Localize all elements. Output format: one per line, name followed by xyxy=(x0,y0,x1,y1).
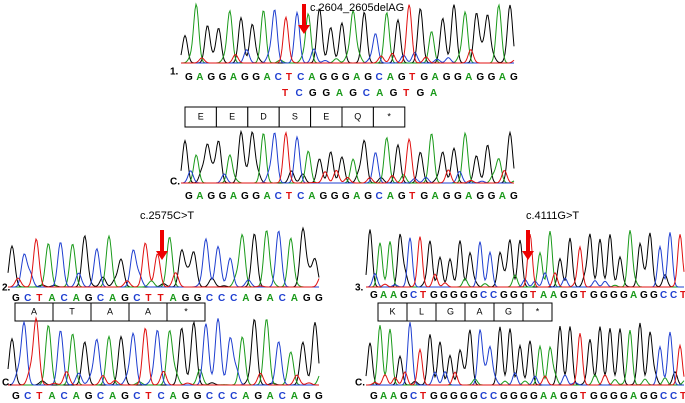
trace xyxy=(181,4,515,64)
amino-acid: A xyxy=(31,306,37,316)
trace xyxy=(8,237,320,288)
mutation-label: c.2604_2605delAG xyxy=(310,2,404,14)
trace xyxy=(181,131,515,184)
amino-acid: * xyxy=(184,306,188,316)
aa-box xyxy=(372,106,406,128)
trace xyxy=(180,4,515,64)
trace xyxy=(7,318,319,386)
panel-number: 3. xyxy=(355,283,364,294)
trace xyxy=(181,131,514,184)
trace xyxy=(181,2,514,64)
trace xyxy=(8,319,320,386)
amino-acid: E xyxy=(229,111,235,121)
panel-number: 1. xyxy=(170,67,179,78)
trace xyxy=(366,333,685,386)
aa-box xyxy=(166,302,206,322)
amino-acid: A xyxy=(107,306,113,316)
trace xyxy=(366,234,685,288)
amino-acid: Q xyxy=(354,111,361,121)
mutation-label: c.2575C>T xyxy=(140,210,194,222)
amino-acid: A xyxy=(145,306,151,316)
amino-acid: S xyxy=(292,111,298,121)
trace xyxy=(366,322,684,386)
amino-acid: * xyxy=(387,111,391,121)
amino-acid: K xyxy=(389,306,395,316)
amino-acid: A xyxy=(476,306,482,316)
trace xyxy=(365,322,684,386)
arrow-head xyxy=(522,251,534,260)
mutation-label: c.4111G>T xyxy=(526,210,579,222)
aa-box xyxy=(522,302,553,322)
trace xyxy=(366,325,685,386)
amino-acid: G xyxy=(505,306,512,316)
trace xyxy=(365,229,684,288)
control-label: C. xyxy=(2,378,12,389)
amino-acid: D xyxy=(260,111,267,121)
panel-number: 2. xyxy=(2,283,11,294)
control-label: C. xyxy=(355,378,365,389)
arrow-head xyxy=(298,25,310,34)
amino-acid: G xyxy=(447,306,454,316)
control-label: C. xyxy=(170,177,180,188)
amino-acid: L xyxy=(419,306,424,316)
arrow-head xyxy=(156,251,168,260)
amino-acid: T xyxy=(69,306,75,316)
amino-acid: E xyxy=(198,111,204,121)
amino-acid: * xyxy=(536,306,540,316)
amino-acid: E xyxy=(323,111,329,121)
trace xyxy=(8,316,319,386)
